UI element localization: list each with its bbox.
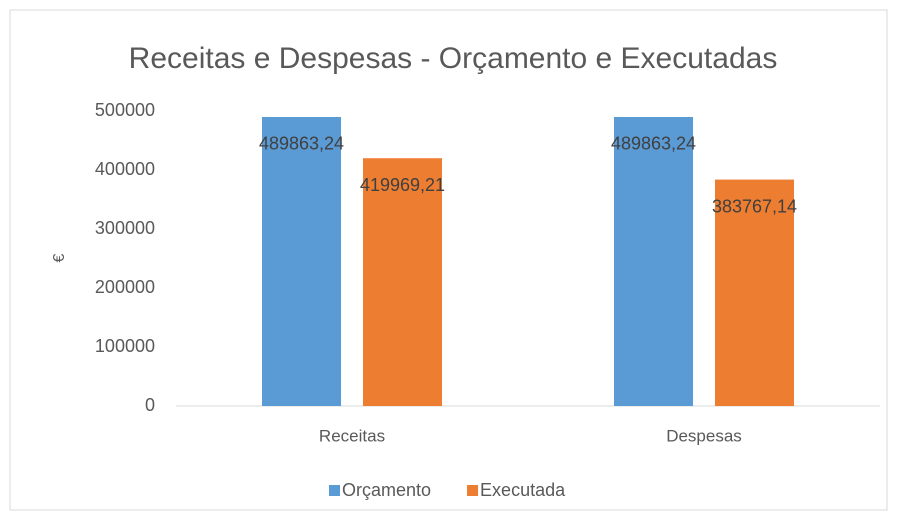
bar: [614, 116, 693, 407]
bar: [363, 158, 442, 406]
chart-title: Receitas e Despesas - Orçamento e Execut…: [129, 42, 778, 75]
legend-label: Orçamento: [342, 480, 431, 500]
value-label: 383767,14: [712, 196, 797, 216]
legend-swatch: [467, 485, 479, 496]
y-tick-label: 300000: [95, 218, 155, 238]
y-tick-label: 500000: [95, 100, 155, 120]
value-label: 419969,21: [360, 175, 445, 195]
y-tick-label: 0: [145, 395, 155, 415]
bar: [262, 116, 341, 407]
legend-label: Executada: [480, 480, 566, 500]
value-label: 489863,24: [611, 134, 696, 154]
y-tick-label: 100000: [95, 336, 155, 356]
value-label: 489863,24: [259, 134, 344, 154]
x-tick-label: Receitas: [319, 426, 385, 445]
legend-swatch: [329, 485, 340, 496]
y-tick-label: 200000: [95, 277, 155, 297]
bar: [715, 179, 794, 406]
x-tick-label: Despesas: [666, 426, 742, 445]
y-axis-label: €: [51, 253, 68, 262]
y-tick-label: 400000: [95, 159, 155, 179]
